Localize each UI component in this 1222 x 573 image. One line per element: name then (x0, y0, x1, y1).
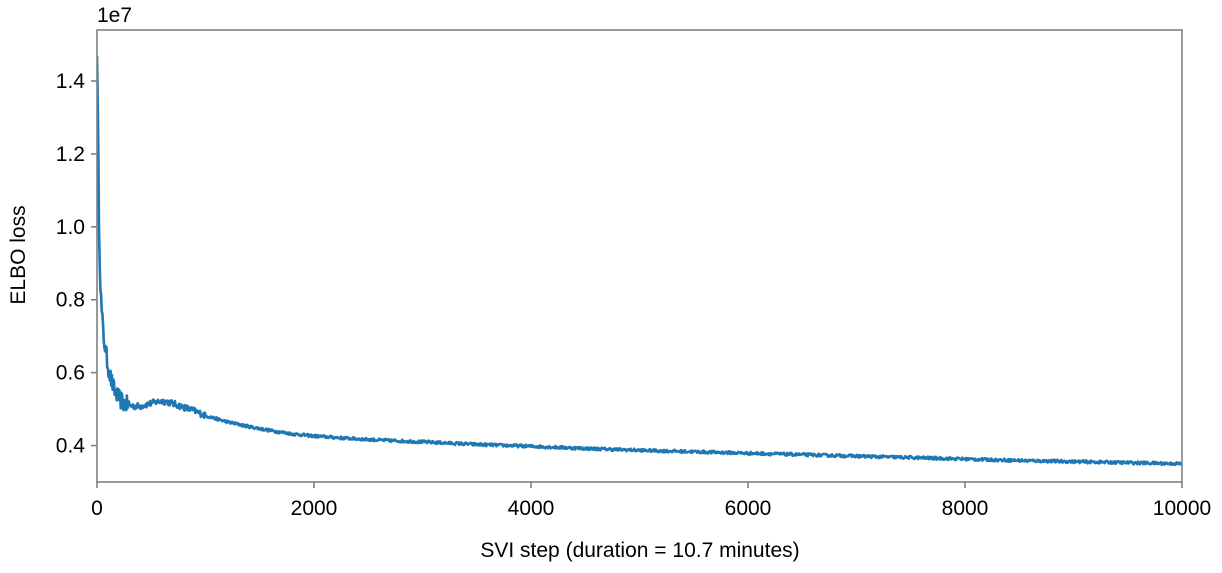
x-tick-label: 6000 (725, 497, 772, 520)
y-tick-label: 1.2 (56, 143, 85, 166)
axes: 0 2000 4000 6000 8000 10000 0.4 0.6 0.8 1.0 1.2 1.4 (56, 29, 1211, 520)
y-tick-label: 1.0 (56, 216, 85, 239)
plot-area (97, 55, 1182, 467)
y-tick-label: 1.4 (56, 70, 86, 93)
x-tick-label: 10000 (1153, 497, 1211, 520)
plot-frame (96, 29, 1183, 483)
y-tick-label: 0.6 (56, 362, 85, 385)
y-tick-label: 0.8 (56, 289, 85, 312)
y-offset-label: 1e7 (97, 4, 132, 27)
y-axis-label: ELBO loss (7, 205, 30, 304)
y-tick-label: 0.4 (56, 435, 86, 458)
x-tick-label: 8000 (942, 497, 989, 520)
x-tick-label: 2000 (291, 497, 338, 520)
x-tick-label: 4000 (508, 497, 555, 520)
series-line (97, 55, 1182, 467)
x-axis-label: SVI step (duration = 10.7 minutes) (480, 539, 799, 562)
x-tick-label: 0 (91, 497, 103, 520)
